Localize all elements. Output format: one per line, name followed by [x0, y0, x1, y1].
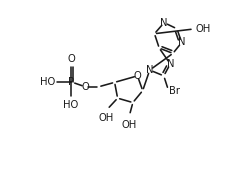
- Text: N: N: [177, 38, 185, 47]
- Text: O: O: [133, 71, 141, 81]
- Text: OH: OH: [98, 113, 113, 123]
- Text: O: O: [81, 82, 89, 92]
- Text: OH: OH: [194, 24, 210, 34]
- Text: N: N: [160, 18, 167, 28]
- Text: P: P: [68, 77, 74, 87]
- Text: OH: OH: [121, 120, 136, 130]
- Text: HO: HO: [63, 100, 78, 110]
- Text: O: O: [67, 54, 75, 64]
- Text: Br: Br: [168, 86, 179, 96]
- Text: HO: HO: [40, 77, 56, 87]
- Text: N: N: [166, 59, 173, 69]
- Text: N: N: [146, 65, 153, 75]
